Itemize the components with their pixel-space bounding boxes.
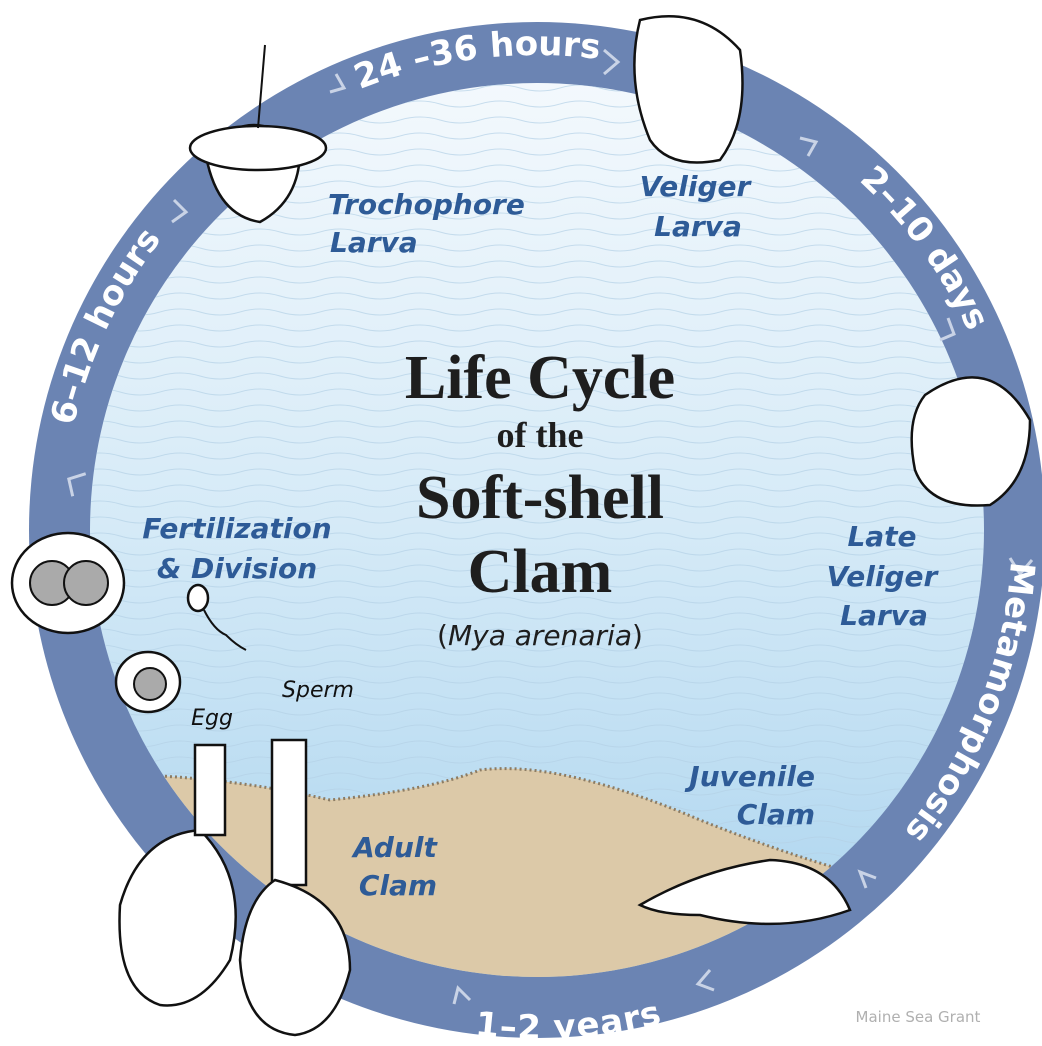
stage-label: Larva (330, 226, 418, 259)
gamete-label: Sperm (282, 678, 354, 703)
title-line: of the (497, 415, 584, 455)
stage-label: Juvenile (684, 760, 815, 793)
stage-label: Veliger (827, 560, 940, 593)
title-line: Clam (468, 538, 613, 606)
title-line: Life Cycle (405, 344, 675, 412)
stage-label: Fertilization (142, 512, 331, 545)
title-line: Soft-shell (416, 464, 664, 532)
stage-label: Clam (737, 798, 815, 831)
paren: ( (437, 619, 448, 652)
credit: Maine Sea Grant (856, 1008, 981, 1026)
life-cycle-diagram: 6–12 hours 24 –36 hours 2–10 days Metamo… (0, 0, 1042, 1046)
scientific-name: Mya arenaria (448, 619, 632, 652)
stage-label: Trochophore (328, 188, 525, 221)
stage-label: & Division (157, 552, 317, 585)
paren: ) (632, 619, 643, 652)
subtitle: (Mya arenaria) (437, 619, 643, 652)
gamete-label: Egg (191, 706, 233, 731)
stage-label: Clam (359, 869, 437, 902)
stage-label: Adult (351, 831, 438, 864)
stage-label: Larva (654, 210, 742, 243)
stage-label: Veliger (640, 170, 753, 203)
stage-label: Late (847, 520, 916, 553)
stage-label: Larva (840, 599, 928, 632)
